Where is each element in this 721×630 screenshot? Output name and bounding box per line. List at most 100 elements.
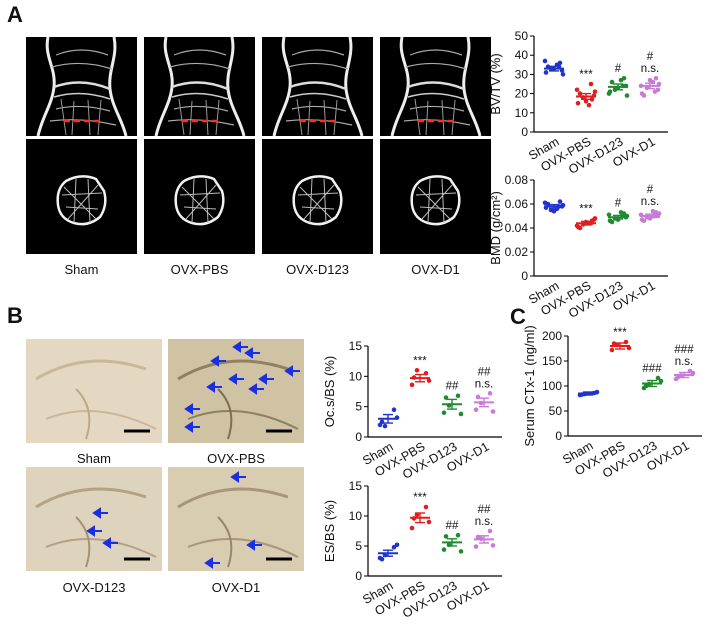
data-point	[618, 210, 624, 215]
data-point	[443, 534, 449, 539]
data-point	[609, 79, 615, 85]
significance-label: ***	[579, 69, 593, 81]
significance-label: ***	[413, 355, 427, 367]
y-tick-label: 15	[349, 339, 363, 353]
y-tick-label: 0.04	[505, 221, 529, 235]
y-tick-label: 5	[355, 400, 362, 414]
significance-label: ***	[579, 203, 593, 215]
panel-letter-c: C	[510, 304, 526, 329]
data-point	[487, 528, 493, 534]
y-tick-label: 200	[542, 329, 562, 343]
data-point	[609, 219, 615, 225]
y-tick-label: 30	[515, 67, 529, 81]
data-point	[542, 58, 548, 64]
significance-label: ###	[674, 344, 694, 356]
y-axis-title: BV/TV (%)	[488, 53, 503, 114]
data-point	[490, 543, 496, 548]
data-point	[577, 91, 583, 96]
significance-label: ##	[446, 381, 459, 393]
caption-a-sham: Sham	[64, 262, 99, 277]
caption-a-ovx-d123: OVX-D123	[286, 262, 349, 277]
data-point	[560, 72, 566, 77]
data-point	[609, 347, 615, 353]
data-point	[641, 93, 647, 98]
data-point	[441, 410, 447, 416]
data-point	[455, 393, 461, 399]
y-axis-title: ES/BS (%)	[322, 500, 337, 562]
y-tick-label: 20	[515, 87, 529, 101]
data-point	[458, 411, 464, 417]
caption-a-ovx-d1: OVX-D1	[411, 262, 460, 277]
y-axis-title: BMD (g/cm²)	[488, 191, 503, 265]
data-point	[641, 218, 647, 224]
data-point	[473, 544, 479, 549]
significance-label: ##	[478, 366, 491, 378]
y-tick-label: 40	[515, 48, 529, 62]
trap-stain-ovx-d123	[26, 467, 162, 571]
data-point	[592, 89, 598, 94]
microct-longitudinal-ovx-pbs	[144, 37, 255, 136]
data-point	[652, 89, 658, 94]
y-tick-label: 0.08	[505, 173, 529, 187]
data-point	[589, 97, 595, 102]
data-point	[551, 208, 557, 214]
data-point	[490, 409, 496, 414]
data-point	[426, 519, 432, 525]
y-tick-label: 50	[515, 29, 529, 43]
data-point	[394, 542, 400, 548]
y-tick-label: 100	[542, 379, 562, 393]
data-point	[588, 81, 594, 87]
data-point	[391, 407, 397, 413]
data-point	[624, 93, 630, 98]
microct-longitudinal-ovx-d1	[380, 37, 491, 136]
significance-label: ***	[413, 492, 427, 504]
data-point	[543, 70, 549, 75]
significance-label: ##	[478, 504, 491, 516]
data-point	[606, 91, 612, 96]
data-point	[414, 367, 420, 373]
significance-label: n.s.	[641, 63, 660, 75]
data-point	[655, 375, 661, 381]
data-point	[575, 100, 581, 106]
caption-b-ovx-d123: OVX-D123	[62, 580, 126, 595]
y-tick-label: 15	[349, 479, 363, 493]
significance-label: ##	[446, 520, 459, 532]
trap-stain-sham	[26, 339, 162, 443]
microct-longitudinal-ovx-d123	[262, 37, 373, 136]
data-point	[409, 382, 415, 388]
trap-stain-ovx-pbs	[168, 339, 304, 443]
y-tick-label: 150	[542, 354, 562, 368]
significance-label: ###	[642, 363, 662, 375]
significance-label: n.s.	[675, 356, 694, 368]
data-point	[441, 547, 447, 552]
caption-b-ovx-d1: OVX-D1	[211, 580, 261, 595]
y-tick-label: 0	[521, 125, 528, 139]
panel-letter-b: B	[7, 303, 23, 328]
data-point	[574, 223, 580, 228]
data-point	[473, 407, 479, 413]
microct-cross-section-sham	[26, 139, 137, 254]
data-point	[583, 98, 589, 104]
caption-b-ovx-pbs: OVX-PBS	[207, 451, 265, 466]
data-point	[382, 423, 388, 429]
significance-label: n.s.	[475, 516, 494, 528]
data-point	[658, 378, 664, 384]
data-point	[458, 549, 464, 554]
y-tick-label: 10	[349, 509, 363, 523]
data-point	[379, 556, 385, 562]
caption-b-sham: Sham	[77, 451, 111, 466]
significance-label: #	[615, 197, 622, 209]
microct-cross-section-ovx-d123	[262, 139, 373, 254]
y-tick-label: 5	[355, 539, 362, 553]
y-tick-label: 0.02	[505, 245, 529, 259]
data-point	[426, 378, 432, 383]
data-point	[653, 75, 659, 81]
y-axis-title: Serum CTx-1 (ng/ml)	[522, 325, 537, 446]
data-point	[409, 525, 415, 531]
significance-label: n.s.	[475, 378, 494, 390]
